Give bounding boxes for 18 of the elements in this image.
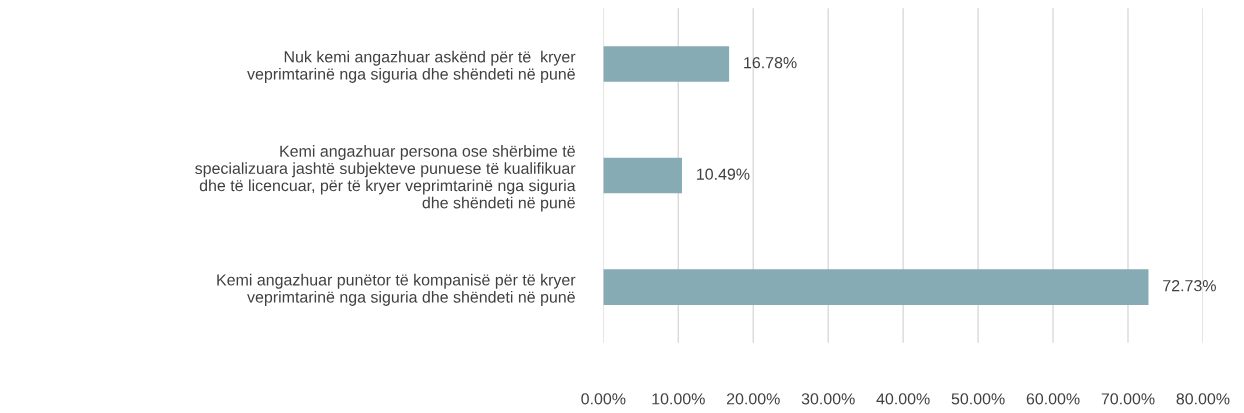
data-label: 16.78% — [744, 56, 797, 69]
x-tick-label: 80.00% — [1176, 393, 1230, 405]
bar — [603, 157, 682, 194]
bar — [603, 46, 730, 82]
x-tick-label: 60.00% — [1026, 393, 1080, 405]
x-tick-label: 70.00% — [1101, 393, 1155, 405]
data-label: 72.73% — [1163, 280, 1216, 292]
x-tick-label: 50.00% — [951, 393, 1005, 405]
x-tick-label: 0.00% — [581, 393, 626, 405]
y-tick-label: Kemi angazhuar persona ose shërbime të specializuara jashtë subjekteve punuese të kualifikuar dhe të licencuar, për të kryer veprimtarinë nga siguria dhe shëndeti në punë — [195, 145, 576, 212]
x-tick-label: 10.00% — [652, 393, 705, 405]
y-tick-label: Kemi angazhuar punëtor të kompanisë për të kryer veprimtarinë nga siguria dhe shëndeti në punë — [217, 273, 576, 306]
x-tick-label: 30.00% — [801, 393, 855, 405]
y-tick-label: Nuk kemi angazhuar askënd për të kryer veprimtarinë nga siguria dhe shëndeti në punë — [247, 50, 576, 83]
x-tick-label: 20.00% — [726, 393, 780, 405]
data-label: 10.49% — [697, 168, 750, 180]
bar — [603, 269, 1149, 305]
x-tick-label: 40.00% — [876, 393, 930, 405]
